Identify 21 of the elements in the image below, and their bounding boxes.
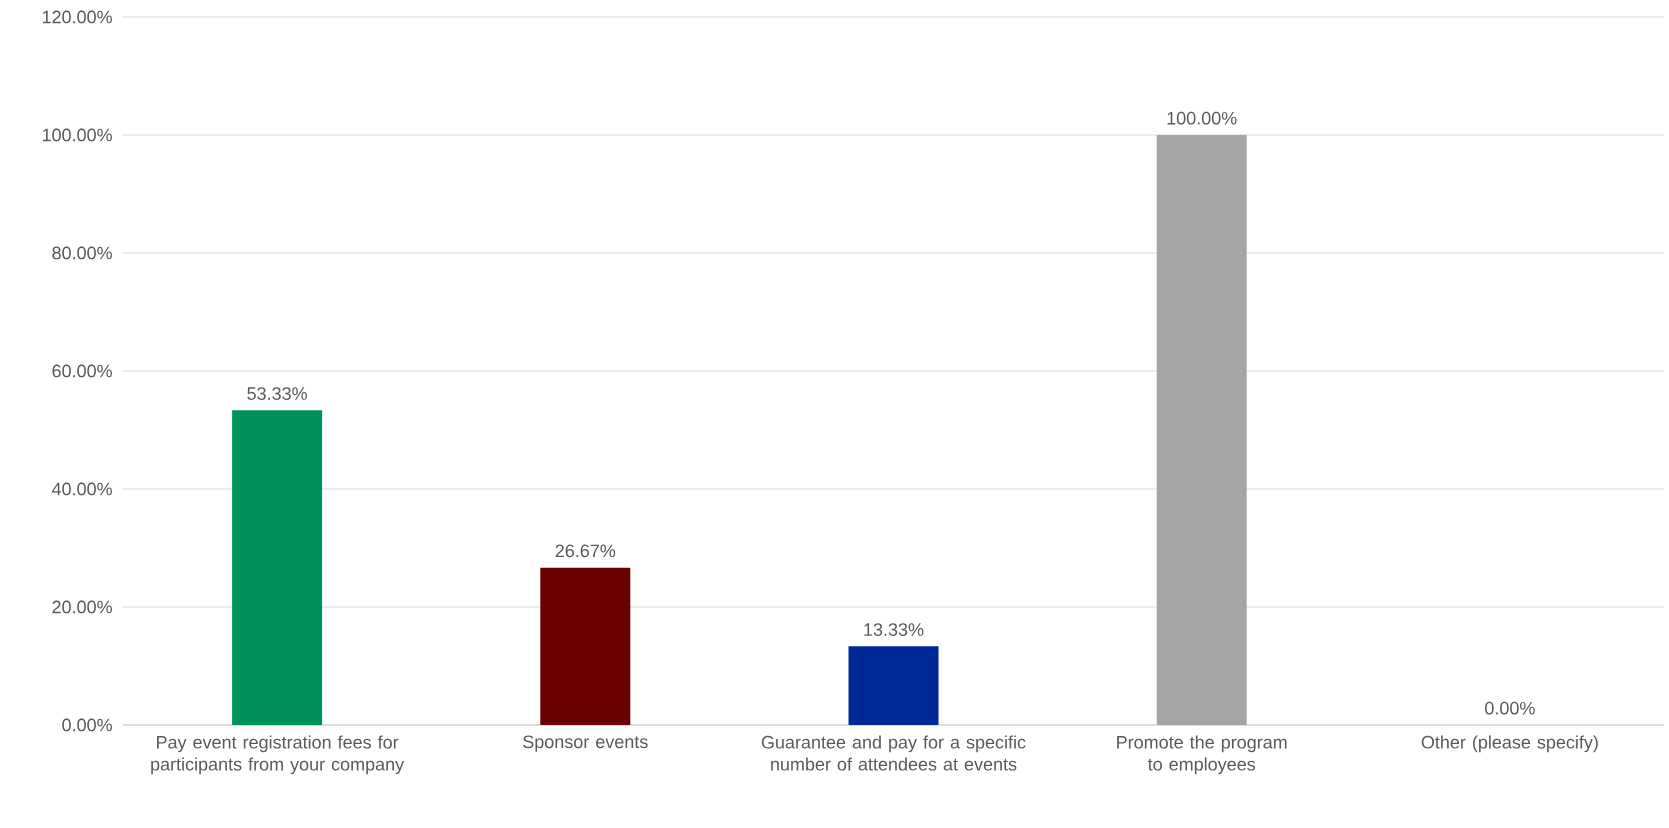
data-label: 53.33% <box>247 387 307 400</box>
x-tick-label: Guarantee and pay for a specific number of attendees at events <box>761 735 1026 771</box>
x-tick-label: Sponsor events <box>523 735 648 752</box>
bar <box>540 567 631 725</box>
data-label: 26.67% <box>555 544 616 558</box>
y-tick-label: 0.00% <box>62 718 112 732</box>
y-tick-label: 40.00% <box>51 482 112 496</box>
x-tick-label: Promote the program to employees <box>1117 735 1287 775</box>
x-tick-label: Other (please specify) <box>1421 735 1598 753</box>
bar <box>232 410 323 725</box>
x-tick-label: Pay event registration fees for participants from your company <box>151 735 405 775</box>
y-tick-label: 20.00% <box>52 600 112 614</box>
data-label: 100.00% <box>1167 111 1237 125</box>
y-tick-label: 100.00% <box>42 128 112 142</box>
data-label: 13.33% <box>864 623 924 636</box>
y-tick-label: 60.00% <box>52 364 112 378</box>
data-label: 0.00% <box>1485 701 1535 715</box>
bar <box>848 646 939 725</box>
y-tick-label: 120.00% <box>42 10 112 24</box>
y-tick-label: 80.00% <box>52 246 112 260</box>
bar <box>1156 134 1247 725</box>
